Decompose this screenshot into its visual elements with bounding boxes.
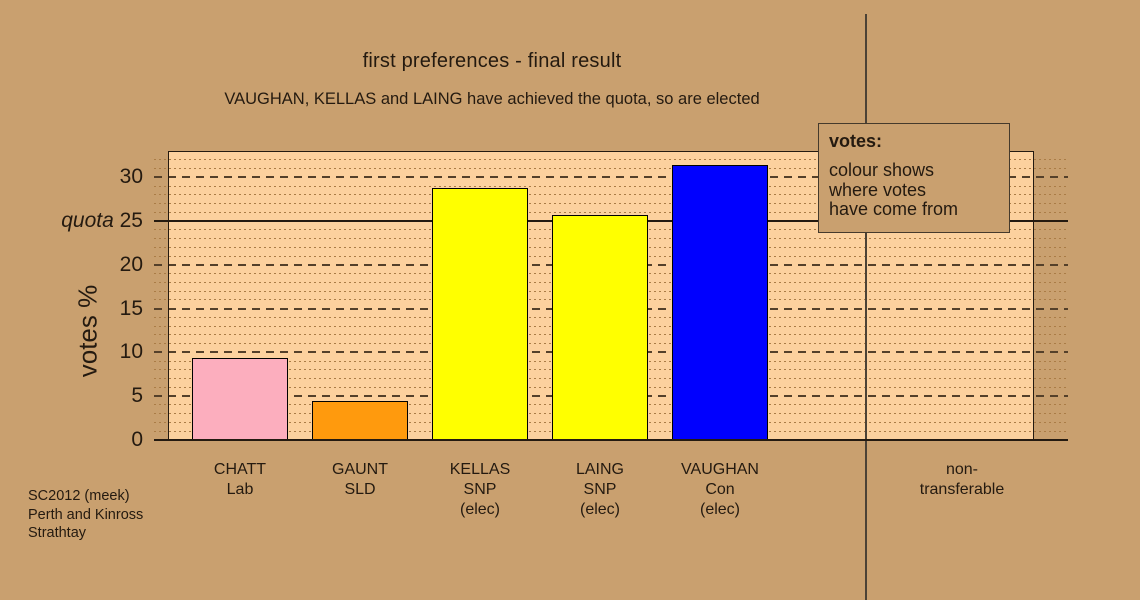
category-label-VAUGHAN: VAUGHAN Con (elec) xyxy=(640,460,800,520)
category-label-GAUNT: GAUNT SLD xyxy=(280,460,440,500)
bar-VAUGHAN xyxy=(672,165,768,440)
bar-CHATT xyxy=(192,357,288,440)
election-id: SC2012 (meek) xyxy=(28,488,130,504)
category-label-non-transferable: non-transferable xyxy=(882,460,1042,500)
category-label-line: Lab xyxy=(226,481,254,498)
gridline-major xyxy=(154,176,1068,179)
gridline-minor xyxy=(154,211,1068,213)
election-info: SC2012 (meek) Perth and Kinross Strathta… xyxy=(28,487,143,543)
non-transferable-separator-line xyxy=(865,14,867,600)
council-name: Perth and Kinross xyxy=(28,506,144,523)
category-label-LAING: LAING SNP (elec) xyxy=(520,460,680,520)
legend-title: votes: xyxy=(829,131,883,151)
category-label-line: KELLAS xyxy=(449,461,511,478)
y-tick-label-5: 5 xyxy=(131,384,143,408)
category-label-line: transferable xyxy=(919,481,1005,498)
category-label-line: non- xyxy=(945,461,979,478)
bar-GAUNT xyxy=(312,400,408,440)
category-label-line: SLD xyxy=(344,481,376,498)
chart-subtitle: VAUGHAN, KELLAS and LAING have achieved … xyxy=(224,90,760,108)
category-label-line: CHATT xyxy=(213,461,267,478)
chart-title: first preferences - final result xyxy=(362,50,622,72)
y-tick-label-25: quota 25 xyxy=(61,209,143,233)
category-label-line: LAING xyxy=(575,461,624,478)
category-label-line: GAUNT xyxy=(332,461,388,478)
bar-KELLAS xyxy=(432,187,528,440)
legend-line: have come from xyxy=(829,199,959,219)
y-tick-label-10: 10 xyxy=(119,340,143,364)
category-label-CHATT: CHATT Lab xyxy=(160,460,320,500)
legend-box: votes: colour shows where votes have com… xyxy=(818,123,1010,233)
quota-label: quota xyxy=(61,209,114,233)
y-tick-label-0: 0 xyxy=(131,428,143,451)
category-label-line: SNP xyxy=(583,481,617,498)
y-tick-label-20: 20 xyxy=(119,252,143,276)
x-axis-line xyxy=(154,439,1068,441)
category-label-KELLAS: KELLAS SNP (elec) xyxy=(400,460,560,520)
category-label-line: SNP xyxy=(463,481,497,498)
bars-layer xyxy=(168,151,1034,440)
y-tick-label-15: 15 xyxy=(119,296,143,320)
gridline-minor xyxy=(154,159,1068,161)
gridline-minor xyxy=(154,185,1068,187)
legend-line: colour shows xyxy=(829,160,935,180)
category-label-line: (elec) xyxy=(459,501,500,518)
gridline-minor xyxy=(154,194,1068,196)
bar-LAING xyxy=(552,214,648,440)
y-tick-label-30: 30 xyxy=(119,165,143,189)
legend-line: where votes xyxy=(829,179,927,200)
ward-name: Strathtay xyxy=(28,525,87,541)
category-label-line: Con xyxy=(705,481,735,498)
category-label-line: (elec) xyxy=(579,501,620,518)
category-label-line: (elec) xyxy=(699,501,740,518)
gridline-minor xyxy=(154,168,1068,169)
category-label-line: VAUGHAN xyxy=(681,461,759,478)
gridline-minor xyxy=(154,203,1068,205)
